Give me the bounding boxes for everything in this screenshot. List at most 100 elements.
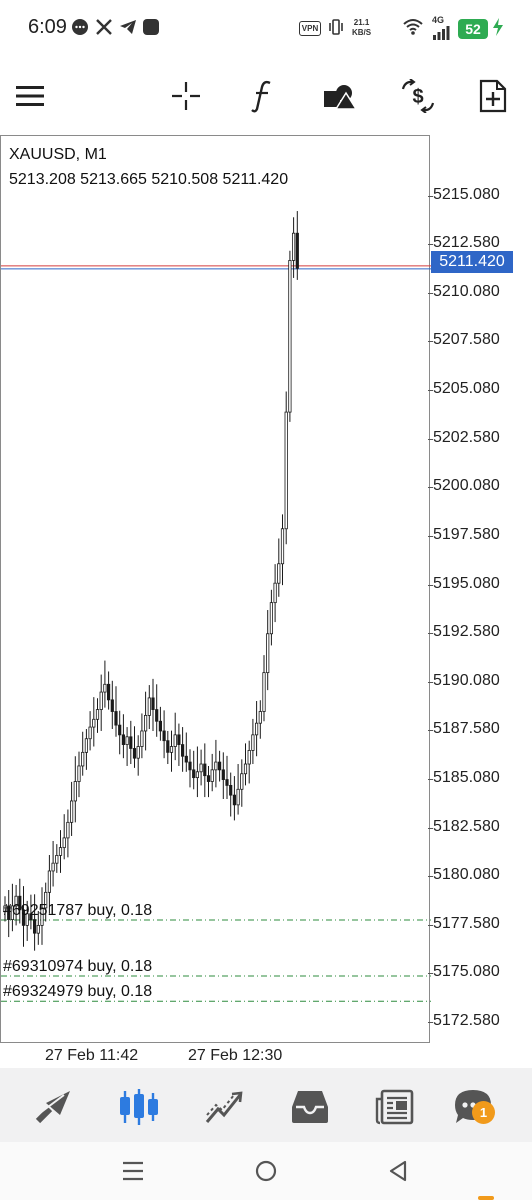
price-axis-label: 5177.580 bbox=[433, 914, 500, 932]
nav-news[interactable] bbox=[372, 1085, 416, 1129]
order-label[interactable]: #69310974 buy, 0.18 bbox=[3, 957, 153, 975]
price-axis-tick bbox=[428, 390, 433, 392]
price-axis-label: 5195.080 bbox=[433, 574, 500, 592]
candle-body bbox=[280, 528, 285, 565]
svg-text:$: $ bbox=[412, 86, 423, 108]
price-axis-label: 5185.080 bbox=[433, 768, 500, 786]
price-axis-tick bbox=[428, 438, 433, 440]
vpn-badge: VPN bbox=[299, 21, 321, 36]
candle-body bbox=[114, 711, 118, 726]
candle-body bbox=[33, 919, 37, 934]
dollar-trade-icon: $ bbox=[401, 79, 435, 113]
chart-ohlc: 5213.208 5213.665 5210.508 5211.420 bbox=[9, 171, 289, 188]
price-axis-tick bbox=[428, 633, 433, 635]
candle-body bbox=[55, 855, 59, 864]
candle-body bbox=[10, 905, 14, 920]
charging-icon bbox=[487, 16, 509, 38]
candle-body bbox=[125, 736, 129, 745]
nav-chart[interactable] bbox=[117, 1085, 161, 1129]
candle-body bbox=[288, 260, 292, 413]
chart-frame[interactable]: XAUUSD, M1 5213.208 5213.665 5210.508 52… bbox=[0, 135, 431, 1044]
candle-body bbox=[47, 870, 52, 893]
chart-area[interactable]: XAUUSD, M1 5213.208 5213.665 5210.508 52… bbox=[0, 135, 532, 1075]
candle-body bbox=[177, 734, 181, 745]
back-icon bbox=[389, 1160, 407, 1182]
trade-button[interactable]: $ bbox=[398, 76, 438, 116]
nav-trade[interactable] bbox=[202, 1085, 246, 1129]
indicators-button[interactable] bbox=[243, 76, 283, 116]
menu-button[interactable] bbox=[10, 76, 50, 116]
price-axis-tick bbox=[428, 924, 433, 926]
candle-body bbox=[147, 697, 151, 716]
price-axis-tick bbox=[428, 827, 433, 829]
candle-body bbox=[110, 699, 114, 712]
candle-body bbox=[81, 751, 85, 767]
wifi-icon bbox=[402, 16, 424, 38]
price-axis-label: 5205.080 bbox=[433, 380, 500, 398]
candle-body bbox=[214, 761, 218, 771]
order-label[interactable]: #69324979 buy, 0.18 bbox=[3, 983, 153, 1001]
candle-body bbox=[132, 748, 137, 759]
nav-history[interactable] bbox=[288, 1085, 332, 1129]
candle-body bbox=[262, 672, 266, 712]
candle-body bbox=[169, 746, 174, 753]
candle-body bbox=[18, 895, 22, 911]
back-button[interactable] bbox=[383, 1156, 413, 1186]
price-axis-tick bbox=[428, 535, 433, 537]
messages-badge: 1 bbox=[472, 1101, 495, 1124]
x-logo-icon bbox=[93, 16, 115, 38]
battery-level: 52 bbox=[458, 19, 488, 39]
candle-body bbox=[203, 763, 207, 777]
candle-body bbox=[188, 761, 192, 771]
candle-body bbox=[44, 891, 48, 909]
candle-body bbox=[232, 794, 236, 806]
candle-body bbox=[29, 913, 33, 920]
candle-body bbox=[266, 633, 270, 674]
candlestick-chart[interactable] bbox=[1, 136, 431, 1044]
price-axis-tick bbox=[428, 778, 433, 780]
candle-body bbox=[217, 761, 222, 771]
price-axis-tick bbox=[428, 681, 433, 683]
candle-body bbox=[77, 765, 81, 782]
candle-body bbox=[277, 563, 281, 584]
candle-body bbox=[258, 711, 262, 724]
nav-quotes[interactable] bbox=[32, 1085, 76, 1129]
candle-body bbox=[240, 773, 244, 790]
price-axis-label: 5180.080 bbox=[433, 866, 500, 884]
candle-body bbox=[129, 736, 133, 749]
price-axis-tick bbox=[428, 1022, 433, 1023]
objects-button[interactable] bbox=[320, 76, 360, 116]
candle-body bbox=[121, 734, 125, 745]
crosshair-button[interactable] bbox=[166, 76, 206, 116]
price-axis-label: 5215.080 bbox=[433, 185, 500, 203]
price-axis-label: 5212.580 bbox=[433, 234, 500, 252]
home-button[interactable] bbox=[251, 1156, 281, 1186]
signal-icon bbox=[430, 22, 452, 44]
price-axis-tick bbox=[428, 973, 433, 975]
app-square-icon bbox=[140, 16, 162, 38]
candle-body bbox=[210, 769, 214, 782]
candle-body bbox=[247, 750, 251, 765]
price-axis-tick bbox=[428, 487, 433, 489]
price-axis-tick bbox=[428, 292, 433, 294]
candle-body bbox=[25, 913, 29, 926]
price-axis-tick bbox=[428, 876, 433, 878]
candle-body bbox=[158, 720, 162, 732]
news-icon bbox=[375, 1089, 414, 1125]
candle-body bbox=[140, 730, 144, 747]
candle-body bbox=[236, 788, 240, 806]
order-label[interactable]: #69251787 buy, 0.18 bbox=[3, 901, 153, 919]
history-icon bbox=[292, 1091, 328, 1123]
new-chart-button[interactable] bbox=[473, 76, 513, 116]
candle-body bbox=[162, 730, 166, 742]
candle-body bbox=[195, 771, 199, 779]
vibrate-icon bbox=[325, 16, 347, 38]
price-axis-label: 5210.080 bbox=[433, 282, 500, 300]
price-axis-tick bbox=[428, 195, 433, 197]
chart-symbol-timeframe: XAUUSD, M1 bbox=[9, 146, 107, 163]
network-type: 4G bbox=[432, 15, 445, 25]
recents-icon bbox=[123, 1161, 143, 1181]
telegram-icon bbox=[117, 16, 139, 38]
current-price-label: 5211.420 bbox=[431, 251, 513, 273]
recents-button[interactable] bbox=[118, 1156, 148, 1186]
